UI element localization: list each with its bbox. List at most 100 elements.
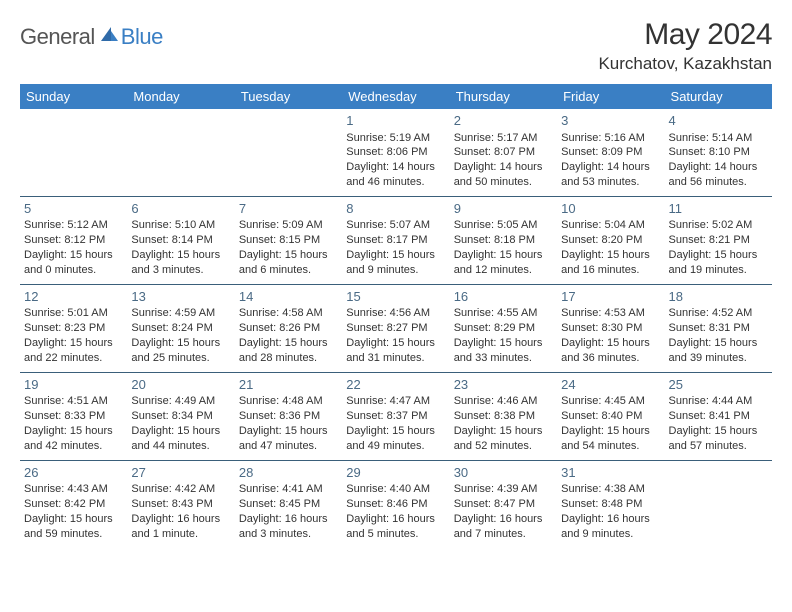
sunrise-line: Sunrise: 4:40 AM [346, 482, 445, 497]
sunset-line: Sunset: 8:43 PM [131, 497, 230, 512]
calendar-cell [665, 460, 772, 547]
sunset-line: Sunset: 8:31 PM [669, 321, 768, 336]
calendar-week: 26Sunrise: 4:43 AMSunset: 8:42 PMDayligh… [20, 460, 772, 547]
daylight-line: Daylight: 15 hours [24, 512, 123, 527]
daylight-line: Daylight: 16 hours [131, 512, 230, 527]
day-header: Friday [557, 84, 664, 109]
daylight-line: Daylight: 15 hours [454, 424, 553, 439]
sunrise-line: Sunrise: 4:51 AM [24, 394, 123, 409]
daylight-line: Daylight: 15 hours [669, 248, 768, 263]
sunset-line: Sunset: 8:29 PM [454, 321, 553, 336]
calendar-cell: 9Sunrise: 5:05 AMSunset: 8:18 PMDaylight… [450, 196, 557, 284]
calendar-week: 19Sunrise: 4:51 AMSunset: 8:33 PMDayligh… [20, 372, 772, 460]
sunrise-line: Sunrise: 4:43 AM [24, 482, 123, 497]
calendar-table: SundayMondayTuesdayWednesdayThursdayFrid… [20, 84, 772, 548]
sunset-line: Sunset: 8:12 PM [24, 233, 123, 248]
sunrise-line: Sunrise: 5:17 AM [454, 131, 553, 146]
daylight-line: Daylight: 16 hours [346, 512, 445, 527]
day-number: 25 [669, 376, 768, 394]
day-header: Sunday [20, 84, 127, 109]
day-number: 26 [24, 464, 123, 482]
daylight-line: Daylight: 15 hours [24, 248, 123, 263]
sunset-line: Sunset: 8:38 PM [454, 409, 553, 424]
day-number: 28 [239, 464, 338, 482]
calendar-cell: 14Sunrise: 4:58 AMSunset: 8:26 PMDayligh… [235, 284, 342, 372]
calendar-cell: 17Sunrise: 4:53 AMSunset: 8:30 PMDayligh… [557, 284, 664, 372]
daylight-line: Daylight: 14 hours [669, 160, 768, 175]
sunrise-line: Sunrise: 5:09 AM [239, 218, 338, 233]
calendar-cell: 21Sunrise: 4:48 AMSunset: 8:36 PMDayligh… [235, 372, 342, 460]
calendar-cell: 26Sunrise: 4:43 AMSunset: 8:42 PMDayligh… [20, 460, 127, 547]
daylight-line: and 54 minutes. [561, 439, 660, 454]
day-number: 31 [561, 464, 660, 482]
day-header: Monday [127, 84, 234, 109]
daylight-line: Daylight: 16 hours [239, 512, 338, 527]
sunset-line: Sunset: 8:17 PM [346, 233, 445, 248]
title-block: May 2024 Kurchatov, Kazakhstan [598, 18, 772, 74]
calendar-week: 1Sunrise: 5:19 AMSunset: 8:06 PMDaylight… [20, 109, 772, 196]
daylight-line: and 6 minutes. [239, 263, 338, 278]
sunrise-line: Sunrise: 5:05 AM [454, 218, 553, 233]
brand-sail-icon [99, 25, 119, 48]
daylight-line: and 39 minutes. [669, 351, 768, 366]
sunset-line: Sunset: 8:41 PM [669, 409, 768, 424]
calendar-cell: 28Sunrise: 4:41 AMSunset: 8:45 PMDayligh… [235, 460, 342, 547]
calendar-cell: 20Sunrise: 4:49 AMSunset: 8:34 PMDayligh… [127, 372, 234, 460]
daylight-line: Daylight: 14 hours [346, 160, 445, 175]
calendar-cell: 19Sunrise: 4:51 AMSunset: 8:33 PMDayligh… [20, 372, 127, 460]
day-header: Thursday [450, 84, 557, 109]
daylight-line: and 46 minutes. [346, 175, 445, 190]
brand-text-blue: Blue [121, 24, 163, 50]
sunrise-line: Sunrise: 5:12 AM [24, 218, 123, 233]
day-number: 7 [239, 200, 338, 218]
sunset-line: Sunset: 8:48 PM [561, 497, 660, 512]
day-number: 5 [24, 200, 123, 218]
calendar-cell [20, 109, 127, 196]
daylight-line: Daylight: 15 hours [131, 424, 230, 439]
day-number: 18 [669, 288, 768, 306]
calendar-cell: 2Sunrise: 5:17 AMSunset: 8:07 PMDaylight… [450, 109, 557, 196]
daylight-line: Daylight: 15 hours [454, 248, 553, 263]
sunset-line: Sunset: 8:36 PM [239, 409, 338, 424]
day-number: 29 [346, 464, 445, 482]
daylight-line: and 1 minute. [131, 527, 230, 542]
calendar-cell: 3Sunrise: 5:16 AMSunset: 8:09 PMDaylight… [557, 109, 664, 196]
sunrise-line: Sunrise: 4:44 AM [669, 394, 768, 409]
sunrise-line: Sunrise: 4:45 AM [561, 394, 660, 409]
day-number: 20 [131, 376, 230, 394]
sunrise-line: Sunrise: 4:38 AM [561, 482, 660, 497]
daylight-line: and 49 minutes. [346, 439, 445, 454]
calendar-cell: 25Sunrise: 4:44 AMSunset: 8:41 PMDayligh… [665, 372, 772, 460]
daylight-line: Daylight: 16 hours [561, 512, 660, 527]
daylight-line: Daylight: 15 hours [131, 248, 230, 263]
sunset-line: Sunset: 8:26 PM [239, 321, 338, 336]
sunset-line: Sunset: 8:10 PM [669, 145, 768, 160]
daylight-line: Daylight: 15 hours [561, 336, 660, 351]
calendar-week: 5Sunrise: 5:12 AMSunset: 8:12 PMDaylight… [20, 196, 772, 284]
day-number: 2 [454, 112, 553, 130]
sunset-line: Sunset: 8:40 PM [561, 409, 660, 424]
daylight-line: and 28 minutes. [239, 351, 338, 366]
sunrise-line: Sunrise: 4:42 AM [131, 482, 230, 497]
day-number: 14 [239, 288, 338, 306]
calendar-cell [127, 109, 234, 196]
day-number: 11 [669, 200, 768, 218]
sunrise-line: Sunrise: 5:07 AM [346, 218, 445, 233]
day-number: 1 [346, 112, 445, 130]
month-title: May 2024 [598, 18, 772, 52]
sunrise-line: Sunrise: 4:41 AM [239, 482, 338, 497]
daylight-line: and 5 minutes. [346, 527, 445, 542]
daylight-line: and 3 minutes. [239, 527, 338, 542]
daylight-line: and 3 minutes. [131, 263, 230, 278]
calendar-head: SundayMondayTuesdayWednesdayThursdayFrid… [20, 84, 772, 109]
calendar-week: 12Sunrise: 5:01 AMSunset: 8:23 PMDayligh… [20, 284, 772, 372]
calendar-cell: 13Sunrise: 4:59 AMSunset: 8:24 PMDayligh… [127, 284, 234, 372]
daylight-line: and 22 minutes. [24, 351, 123, 366]
daylight-line: Daylight: 15 hours [24, 336, 123, 351]
daylight-line: and 36 minutes. [561, 351, 660, 366]
daylight-line: Daylight: 15 hours [561, 424, 660, 439]
daylight-line: Daylight: 15 hours [454, 336, 553, 351]
daylight-line: and 52 minutes. [454, 439, 553, 454]
calendar-cell: 18Sunrise: 4:52 AMSunset: 8:31 PMDayligh… [665, 284, 772, 372]
sunrise-line: Sunrise: 4:53 AM [561, 306, 660, 321]
